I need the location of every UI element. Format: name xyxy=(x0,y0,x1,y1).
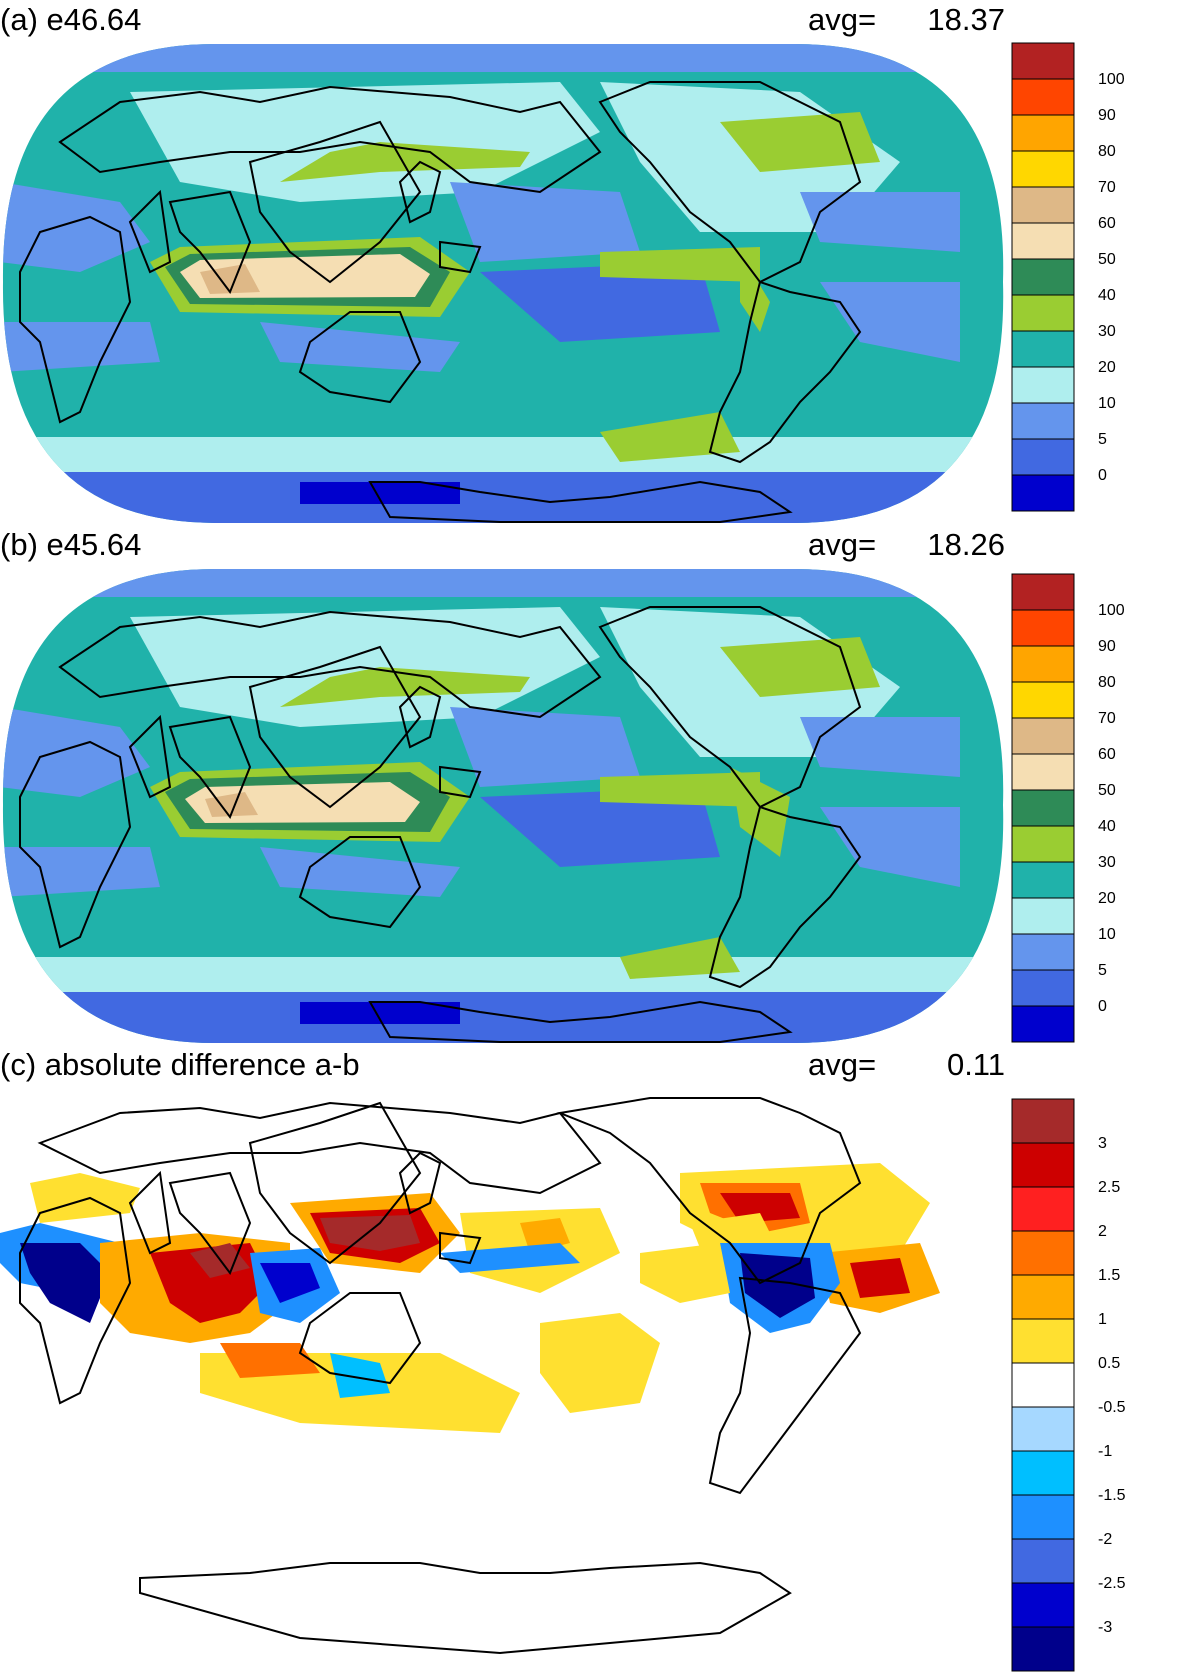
legend-swatch xyxy=(1011,366,1075,404)
legend-swatch xyxy=(1011,294,1075,332)
legend-label: 3 xyxy=(1098,1135,1107,1152)
legend-swatch xyxy=(1011,1406,1075,1452)
legend-swatch xyxy=(1011,1005,1075,1043)
panel-a: (a) e46.64 avg= 18.37 xyxy=(0,0,1189,525)
legend-swatch xyxy=(1011,573,1075,611)
legend-swatch xyxy=(1011,186,1075,224)
legend-swatch xyxy=(1011,1142,1075,1188)
world-map xyxy=(2,44,1004,523)
legend-swatch xyxy=(1011,717,1075,755)
legend-label: 20 xyxy=(1098,359,1116,376)
legend-swatch xyxy=(1011,150,1075,188)
legend-label: 0 xyxy=(1098,998,1107,1015)
legend-swatch xyxy=(1011,1538,1075,1584)
legend-label: -3 xyxy=(1098,1619,1112,1636)
legend-label: 60 xyxy=(1098,215,1116,232)
avg-label: avg= xyxy=(808,1047,877,1082)
legend-swatch xyxy=(1011,42,1075,80)
legend-swatch xyxy=(1011,1494,1075,1540)
legend-label: -2 xyxy=(1098,1531,1112,1548)
legend-label: 10 xyxy=(1098,395,1116,412)
legend-swatch xyxy=(1011,474,1075,512)
legend-swatch xyxy=(1011,258,1075,296)
legend-swatch xyxy=(1011,438,1075,476)
avg-value: 0.11 xyxy=(946,1047,1005,1082)
legend-swatches xyxy=(1011,573,1075,1043)
legend-swatches xyxy=(1011,1098,1075,1672)
legend-label: 0 xyxy=(1098,467,1107,484)
legend-swatch xyxy=(1011,1450,1075,1496)
legend-swatch xyxy=(1011,789,1075,827)
avg-value: 18.26 xyxy=(927,527,1005,562)
legend-swatch xyxy=(1011,114,1075,152)
avg-label: avg= xyxy=(808,527,877,562)
legend-label: 2.5 xyxy=(1098,1179,1120,1196)
legend-swatch xyxy=(1011,753,1075,791)
panel-title: (c) absolute difference a-b xyxy=(0,1047,360,1082)
legend-label: 2 xyxy=(1098,1223,1107,1240)
legend-label: 5 xyxy=(1098,962,1107,979)
legend-label: 100 xyxy=(1098,71,1125,88)
legend-swatch xyxy=(1011,861,1075,899)
legend-swatch xyxy=(1011,825,1075,863)
legend-swatch xyxy=(1011,1186,1075,1232)
legend-swatch xyxy=(1011,681,1075,719)
avg-label: avg= xyxy=(808,2,877,37)
legend-label: -0.5 xyxy=(1098,1399,1126,1416)
legend-swatch xyxy=(1011,222,1075,260)
legend-label: 1.5 xyxy=(1098,1267,1120,1284)
legend-swatch xyxy=(1011,402,1075,440)
panel-b: (b) e45.64 avg= 18.26 xyxy=(0,525,1189,1045)
world-map xyxy=(0,1093,1010,1677)
legend-label: 5 xyxy=(1098,431,1107,448)
legend-label: 1 xyxy=(1098,1311,1107,1328)
legend-swatch xyxy=(1011,1098,1075,1144)
legend-swatch xyxy=(1011,1230,1075,1276)
legend-label: 80 xyxy=(1098,674,1116,691)
legend-swatch xyxy=(1011,609,1075,647)
legend-label: 90 xyxy=(1098,638,1116,655)
legend-label: 50 xyxy=(1098,782,1116,799)
legend-swatches xyxy=(1011,42,1075,512)
legend-swatch xyxy=(1011,330,1075,368)
colorbar-legend: 3 2.5 2 1.5 1 0.5 -0.5 -1 -1.5 -2 -2.5 -3 xyxy=(1011,1098,1126,1672)
avg-value: 18.37 xyxy=(927,2,1005,37)
legend-label: -1 xyxy=(1098,1443,1112,1460)
legend-label: 70 xyxy=(1098,179,1116,196)
legend-swatch xyxy=(1011,933,1075,971)
world-map xyxy=(2,569,1004,1043)
legend-labels: 3 2.5 2 1.5 1 0.5 -0.5 -1 -1.5 -2 -2.5 -3 xyxy=(1098,1135,1126,1636)
legend-label: 90 xyxy=(1098,107,1116,124)
legend-swatch xyxy=(1011,1626,1075,1672)
legend-label: -2.5 xyxy=(1098,1575,1126,1592)
legend-label: -1.5 xyxy=(1098,1487,1126,1504)
legend-label: 0.5 xyxy=(1098,1355,1120,1372)
legend-swatch xyxy=(1011,645,1075,683)
legend-swatch xyxy=(1011,1274,1075,1320)
legend-label: 50 xyxy=(1098,251,1116,268)
legend-label: 70 xyxy=(1098,710,1116,727)
legend-label: 100 xyxy=(1098,602,1125,619)
legend-swatch xyxy=(1011,1582,1075,1628)
legend-label: 40 xyxy=(1098,818,1116,835)
legend-label: 40 xyxy=(1098,287,1116,304)
legend-swatch xyxy=(1011,78,1075,116)
legend-swatch xyxy=(1011,1362,1075,1408)
legend-label: 20 xyxy=(1098,890,1116,907)
legend-label: 60 xyxy=(1098,746,1116,763)
panel-c: (c) absolute difference a-b avg= 0.11 xyxy=(0,1045,1189,1677)
legend-label: 30 xyxy=(1098,323,1116,340)
panel-title: (b) e45.64 xyxy=(0,527,142,562)
legend-swatch xyxy=(1011,969,1075,1007)
legend-label: 80 xyxy=(1098,143,1116,160)
legend-label: 10 xyxy=(1098,926,1116,943)
legend-label: 30 xyxy=(1098,854,1116,871)
panel-title: (a) e46.64 xyxy=(0,2,142,37)
legend-swatch xyxy=(1011,897,1075,935)
legend-swatch xyxy=(1011,1318,1075,1364)
